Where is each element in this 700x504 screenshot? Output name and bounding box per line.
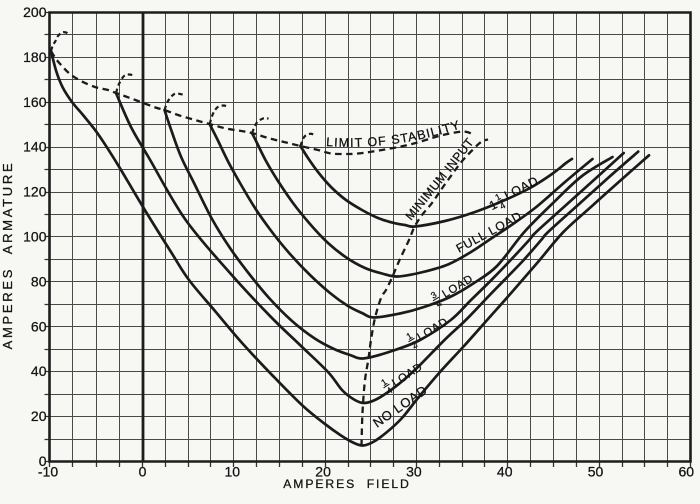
svg-text:10: 10 bbox=[225, 464, 241, 480]
svg-text:20: 20 bbox=[315, 464, 331, 480]
svg-text:80: 80 bbox=[31, 273, 47, 289]
svg-text:120: 120 bbox=[23, 184, 47, 200]
svg-text:60: 60 bbox=[679, 464, 695, 480]
svg-text:100: 100 bbox=[23, 229, 47, 245]
svg-text:160: 160 bbox=[23, 94, 47, 110]
svg-text:-10: -10 bbox=[38, 464, 58, 480]
svg-text:3: 3 bbox=[429, 290, 438, 301]
svg-text:AMPERES ARMATURE: AMPERES ARMATURE bbox=[0, 161, 15, 350]
svg-text:0: 0 bbox=[39, 453, 47, 469]
svg-text:200: 200 bbox=[23, 4, 47, 20]
svg-text:1: 1 bbox=[379, 377, 389, 388]
svg-text:2: 2 bbox=[410, 339, 419, 350]
svg-text:30: 30 bbox=[406, 464, 422, 480]
svg-text:4: 4 bbox=[498, 200, 507, 211]
svg-text:40: 40 bbox=[31, 363, 47, 379]
svg-text:140: 140 bbox=[23, 139, 47, 155]
svg-text:4: 4 bbox=[434, 298, 443, 309]
svg-text:0: 0 bbox=[139, 464, 147, 480]
svg-text:180: 180 bbox=[23, 49, 47, 65]
svg-text:60: 60 bbox=[31, 318, 47, 334]
svg-text:1: 1 bbox=[404, 331, 413, 342]
svg-text:50: 50 bbox=[588, 464, 604, 480]
svg-text:1: 1 bbox=[493, 191, 502, 202]
svg-text:4: 4 bbox=[385, 385, 395, 396]
svg-text:AMPERES FIELD: AMPERES FIELD bbox=[283, 477, 411, 491]
svg-text:20: 20 bbox=[31, 408, 47, 424]
svg-text:40: 40 bbox=[497, 464, 513, 480]
